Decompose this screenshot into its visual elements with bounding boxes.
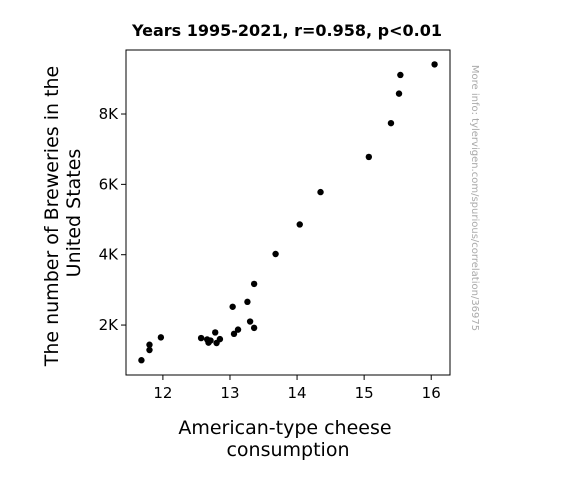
data-point bbox=[250, 324, 258, 332]
y-axis-label: The number of Breweries in the United St… bbox=[41, 60, 85, 368]
data-point bbox=[296, 221, 303, 228]
x-axis: 12 13 14 15 16 bbox=[153, 375, 441, 402]
data-point bbox=[244, 298, 251, 306]
data-point bbox=[146, 341, 153, 348]
y-axis: 2K 4K 6K 8K bbox=[99, 105, 126, 334]
chart-title: Years 1995-2021, r=0.958, p<0.01 bbox=[131, 21, 442, 40]
data-point bbox=[138, 357, 145, 364]
x-tick-label: 15 bbox=[355, 384, 374, 402]
x-tick-label: 12 bbox=[153, 384, 172, 402]
y-tick-label: 4K bbox=[99, 246, 120, 264]
data-point bbox=[157, 334, 165, 341]
x-tick-label: 16 bbox=[422, 384, 441, 402]
data-point bbox=[397, 71, 404, 79]
data-point bbox=[216, 335, 224, 343]
data-point bbox=[246, 318, 254, 325]
x-axis-label: American-type cheese consumption bbox=[178, 417, 397, 461]
plot-frame bbox=[125, 49, 451, 376]
data-point bbox=[229, 303, 236, 310]
data-point bbox=[317, 188, 324, 196]
y-tick-label: 2K bbox=[99, 316, 120, 334]
data-point bbox=[395, 90, 403, 97]
data-point bbox=[207, 337, 214, 344]
x-tick-label: 14 bbox=[288, 384, 307, 402]
data-point bbox=[234, 326, 242, 333]
data-point bbox=[431, 61, 438, 68]
data-points bbox=[138, 61, 438, 364]
y-tick-label: 8K bbox=[99, 105, 120, 123]
y-axis-label-line-1: The number of Breweries in the bbox=[41, 66, 63, 368]
data-point bbox=[197, 334, 205, 342]
data-point bbox=[230, 330, 238, 338]
data-point bbox=[212, 329, 219, 336]
y-axis-label-line-2: United States bbox=[63, 149, 85, 278]
x-axis-label-line-1: American-type cheese bbox=[178, 417, 391, 439]
data-point bbox=[365, 153, 373, 161]
data-point bbox=[387, 119, 395, 127]
x-axis-label-line-2: consumption bbox=[226, 439, 349, 461]
y-tick-label: 6K bbox=[99, 175, 120, 193]
data-point bbox=[272, 250, 279, 258]
watermark: More info: tylervigen.com/spurious/corre… bbox=[469, 65, 480, 331]
data-point bbox=[250, 280, 258, 288]
x-tick-label: 13 bbox=[220, 384, 239, 402]
plot-area: 12 13 14 15 16 2K 4K 6K 8K bbox=[99, 49, 451, 402]
data-point bbox=[146, 346, 153, 354]
